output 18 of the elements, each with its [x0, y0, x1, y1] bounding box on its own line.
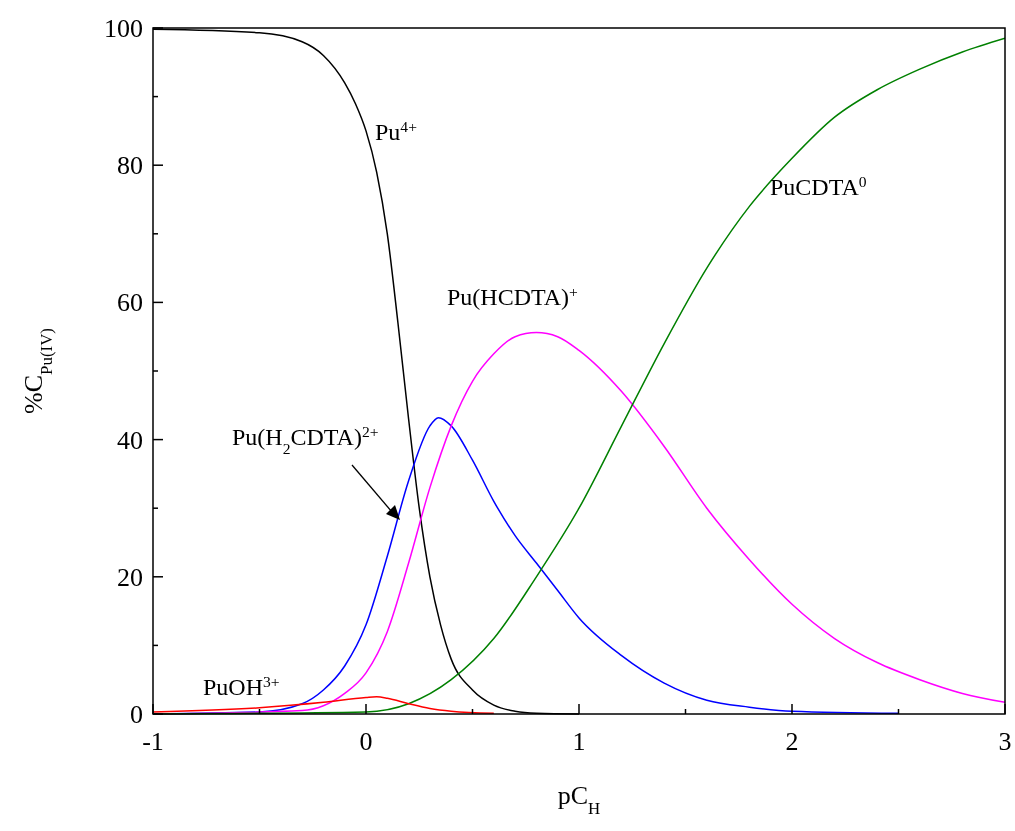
y-tick-label: 40 — [117, 425, 143, 455]
series-label: Pu(H$_{2}$CDTA)$^{2+}$ — [232, 422, 379, 457]
y-tick-label: 60 — [117, 288, 143, 318]
line-series — [153, 696, 495, 715]
y-tick-label: 0 — [130, 700, 143, 729]
x-tick-label: -1 — [142, 727, 164, 756]
y-tick-label: 20 — [117, 562, 143, 592]
series-label: PuCDTA$^{0}$ — [770, 172, 867, 200]
x-tick-label: 2 — [785, 727, 799, 756]
y-tick-label: 100 — [104, 14, 143, 43]
x-tick-label: 1 — [572, 727, 586, 756]
x-tick-label: 0 — [359, 727, 373, 756]
series-label: PuOH$^{3+}$ — [203, 672, 280, 700]
y-tick-label: 80 — [117, 151, 143, 181]
x-axis-title: pC$_{H}$ — [557, 781, 601, 818]
series-label: Pu$^{4+}$ — [375, 117, 418, 145]
x-tick-label: 3 — [998, 727, 1012, 756]
series-label: Pu(HCDTA)$^{+}$ — [447, 282, 579, 310]
